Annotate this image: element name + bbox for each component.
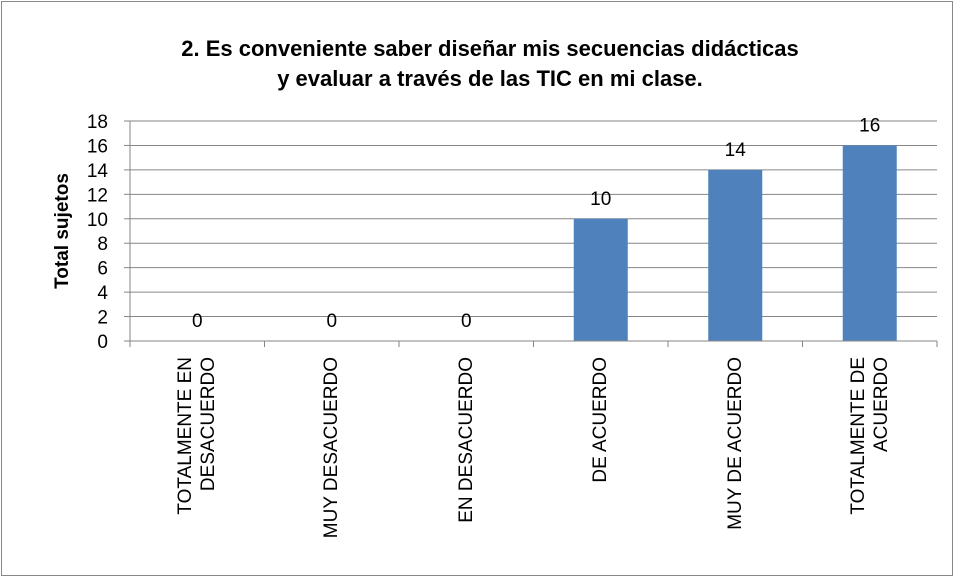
bar <box>573 218 628 341</box>
data-label: 0 <box>326 311 337 332</box>
y-tick-label: 10 <box>87 210 108 231</box>
chart-subtitle: y evaluar a través de las TIC en mi clas… <box>277 66 703 91</box>
x-tick-label: EN DESACUERDO <box>455 357 477 523</box>
y-axis-label: Total sujetos <box>52 173 73 289</box>
y-tick-label: 8 <box>97 234 108 255</box>
x-tick-label: TOTALMENTE EN DESACUERDO <box>175 357 220 515</box>
y-tick-label: 4 <box>97 283 108 304</box>
data-label: 0 <box>461 311 472 332</box>
y-tick-label: 0 <box>97 332 108 353</box>
data-label: 10 <box>590 189 611 210</box>
data-label: 14 <box>725 140 747 161</box>
chart-title: 2. Es conveniente saber diseñar mis secu… <box>181 36 799 61</box>
bar <box>842 145 897 341</box>
x-tick-label: DE ACUERDO <box>590 357 612 483</box>
y-tick-label: 12 <box>87 185 108 206</box>
x-tick-label: MUY DESACUERDO <box>321 357 343 539</box>
y-tick-label: 16 <box>87 136 108 157</box>
x-tick-label: TOTALMENTE DE ACUERDO <box>847 357 892 515</box>
y-tick-label: 14 <box>87 161 109 182</box>
y-tick-label: 18 <box>87 112 108 133</box>
data-label: 16 <box>859 115 880 136</box>
x-tick-label: MUY DE ACUERDO <box>724 357 746 530</box>
bar <box>708 169 763 341</box>
y-tick-label: 6 <box>97 259 108 280</box>
data-label: 0 <box>192 311 203 332</box>
y-tick-label: 2 <box>97 308 108 329</box>
